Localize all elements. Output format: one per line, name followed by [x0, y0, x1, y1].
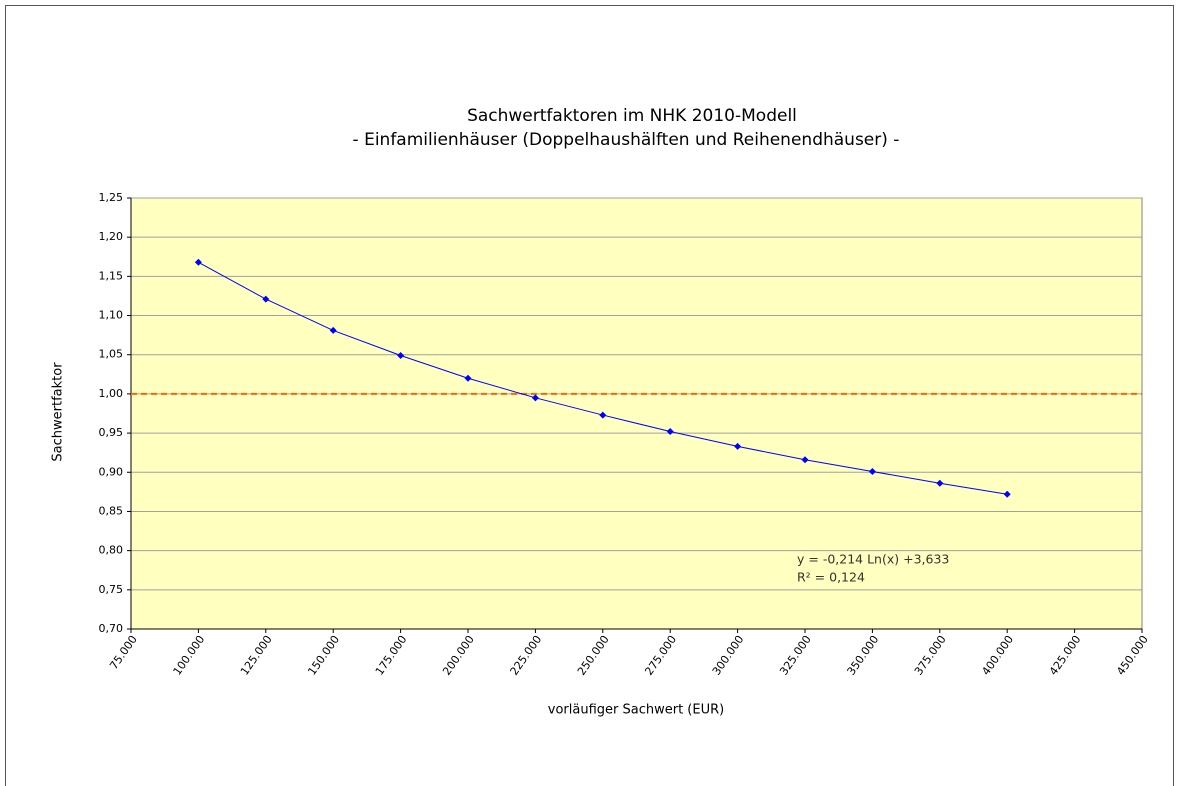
data-point	[1003, 490, 1011, 498]
x-tick-label: 425.000	[1047, 633, 1084, 678]
x-tick-label: 100.000	[171, 633, 208, 678]
annotation: y = -0,214 Ln(x) +3,633	[797, 552, 949, 567]
data-point	[531, 394, 539, 402]
x-tick-label: 450.000	[1114, 633, 1151, 678]
x-tick-label: 325.000	[777, 633, 814, 678]
annotation: R² = 0,124	[797, 570, 865, 585]
y-tick-label: 0,85	[99, 504, 124, 517]
data-point	[801, 456, 809, 464]
x-tick-label: 375.000	[912, 633, 949, 678]
y-tick-label: 1,20	[99, 230, 124, 243]
y-tick-label: 1,00	[99, 387, 124, 400]
data-point	[868, 467, 876, 475]
chart-subtitle: - Einfamilienhäuser (Doppelhaushälften u…	[353, 130, 900, 150]
y-tick-label: 1,15	[99, 269, 124, 282]
x-tick-label: 200.000	[440, 633, 477, 678]
y-tick-label: 1,10	[99, 309, 124, 322]
y-tick-label: 0,75	[99, 583, 124, 596]
x-tick-label: 225.000	[508, 633, 545, 678]
x-tick-label: 300.000	[710, 633, 747, 678]
y-tick-label: 1,25	[99, 191, 124, 204]
x-tick-label: 275.000	[642, 633, 679, 678]
data-point	[734, 442, 742, 450]
y-axis-label: Sachwertfaktor	[51, 362, 66, 462]
chart-title: Sachwertfaktoren im NHK 2010-Modell	[467, 106, 797, 126]
x-axis-label: vorläufiger Sachwert (EUR)	[548, 703, 724, 718]
data-point	[397, 352, 405, 360]
x-tick-label: 75.000	[107, 633, 140, 672]
data-point	[194, 258, 202, 266]
x-tick-label: 150.000	[305, 633, 342, 678]
data-point	[329, 326, 337, 334]
x-tick-label: 400.000	[979, 633, 1016, 678]
data-point	[666, 428, 674, 436]
x-tick-label: 125.000	[238, 633, 275, 678]
x-tick-label: 250.000	[575, 633, 612, 678]
data-point	[464, 374, 472, 382]
y-tick-label: 0,70	[99, 622, 124, 635]
x-tick-label: 175.000	[373, 633, 410, 678]
plot-area	[130, 197, 1143, 630]
x-tick-label: 350.000	[845, 633, 882, 678]
y-tick-label: 1,05	[99, 348, 124, 361]
data-point	[599, 411, 607, 419]
y-tick-label: 0,90	[99, 465, 124, 478]
chart-frame	[5, 5, 1174, 786]
y-tick-label: 0,95	[99, 426, 124, 439]
y-tick-label: 0,80	[99, 544, 124, 557]
data-point	[262, 295, 270, 303]
data-point	[936, 479, 944, 487]
